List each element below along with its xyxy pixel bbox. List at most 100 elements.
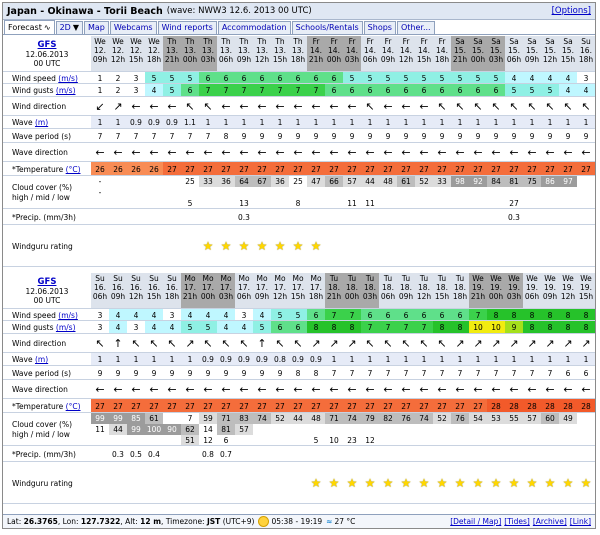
wave-period-cell: 7	[331, 368, 337, 378]
row-precip: *Precip. (mm/3h) 0.3 0.5 0.4 0.8 0.7	[3, 446, 595, 462]
arrow-icon: ↑	[257, 337, 267, 350]
cloud-cell: 90	[163, 413, 181, 446]
rating-cell	[505, 225, 523, 267]
arrow-icon: ↖	[203, 337, 213, 350]
hour: 15h	[578, 292, 594, 301]
temperature-cell: 27	[217, 399, 235, 413]
tab-map[interactable]: Map	[83, 21, 109, 34]
precip-cell	[289, 446, 307, 462]
wave-direction-arrow: ←	[145, 380, 163, 399]
row-separator	[3, 412, 595, 413]
day-date: 15.	[454, 46, 466, 55]
units-link[interactable]: (m/s)	[55, 86, 76, 95]
wind-speed-cell: 4	[559, 72, 577, 84]
tab-2d[interactable]: 2D ▼	[55, 21, 83, 34]
wave-direction-arrow: ←	[289, 143, 307, 162]
cloud-high-value: 59	[199, 413, 217, 424]
wave-period-cell: 8	[223, 131, 229, 141]
day-date: 18.	[364, 283, 376, 292]
hour: 18h	[164, 292, 180, 301]
day-name: Th	[239, 37, 249, 46]
tab-webcams[interactable]: Webcams	[109, 21, 157, 34]
model-link[interactable]: GFS	[37, 276, 57, 287]
wind-speed-cell: 6	[199, 72, 217, 84]
row-wave-dir: Wave direction ← ← ← ← ← ← ← ← ← ← ← ← ← ← ← ← ← ← ← ← ← ← ← ← ← ←…	[3, 380, 595, 399]
wave-cell: 0.8	[271, 353, 289, 366]
star-icon: ★	[490, 476, 502, 490]
day-date: 13.	[202, 46, 214, 55]
tab-shops[interactable]: Shops	[363, 21, 396, 34]
star-icon: ★	[364, 476, 376, 490]
wind-direction-arrow: ↖	[235, 334, 253, 353]
precip-cell	[163, 446, 181, 462]
wind-gust-cell: 6	[289, 321, 307, 334]
day-date: 19.	[490, 283, 502, 292]
row-cloud: Cloud cover (%) high / mid / low 99 11 99 44 8…	[3, 413, 595, 446]
cloud-mid-value: 44	[109, 424, 127, 435]
cloud-high-value: 61	[397, 176, 415, 187]
wind-direction-arrow: ←	[325, 97, 343, 116]
cloud-high-value	[127, 176, 145, 187]
cloud-high-value: 83	[235, 413, 253, 424]
precip-cell	[523, 209, 541, 225]
wave-period-cell: 9	[133, 368, 139, 378]
cloud-cell: 33	[199, 176, 217, 209]
units-link[interactable]: (m/s)	[58, 310, 78, 320]
row-separator	[3, 308, 595, 309]
tab-other[interactable]: Other...	[396, 21, 435, 34]
hour: 09h	[542, 292, 558, 301]
tab-accommodation[interactable]: Accommodation	[217, 21, 291, 34]
model-link[interactable]: GFS	[37, 39, 57, 50]
units-link[interactable]: (m)	[34, 118, 49, 127]
tab-forecast[interactable]: Forecast ∿	[4, 20, 55, 34]
arrow-icon: ↖	[527, 100, 537, 113]
tab-wind-reports[interactable]: Wind reports	[157, 21, 217, 34]
options-link[interactable]: [Options]	[551, 6, 591, 16]
cloud-mid-value	[577, 424, 595, 435]
wind-direction-arrow: ←	[163, 97, 181, 116]
cloud-cell: 61 100	[145, 413, 163, 446]
cloud-mid-value	[289, 424, 307, 435]
time-header: Mo 17. 18h	[307, 273, 325, 309]
wave-period-cell: 9	[259, 131, 265, 141]
tab-schools-rentals[interactable]: Schools/Rentals	[291, 21, 363, 34]
wind-direction-arrow: ↖	[199, 97, 217, 116]
permalink-link[interactable]: [Link]	[569, 517, 591, 526]
wave-period-cell: 9	[385, 131, 391, 141]
tides-link[interactable]: [Tides]	[504, 517, 530, 526]
units-link[interactable]: (m)	[34, 355, 49, 364]
wind-speed-cell: 5	[289, 309, 307, 321]
detail-map-link[interactable]: [Detail / Map]	[450, 517, 502, 526]
units-link[interactable]: (m/s)	[58, 73, 78, 83]
units-link[interactable]: (m/s)	[55, 323, 76, 332]
cloud-cell: 60	[541, 413, 559, 446]
hour: 18h	[308, 292, 324, 301]
label-text: Wind speed	[12, 310, 56, 320]
day-name: We	[580, 274, 592, 283]
units-link[interactable]: (°C)	[65, 164, 81, 174]
arrow-icon: ←	[131, 100, 141, 113]
row-wind-speed: Wind speed (m/s) 3 4 4 4 3 4 4 4 3 4 5 5 6 7 7 6 6 6 6 6 6 7 8 8…	[3, 309, 595, 321]
row-label: Wave (m)	[3, 116, 91, 129]
cloud-cell: 61	[397, 176, 415, 209]
hour: 09h	[236, 55, 252, 64]
arrow-icon: ↖	[239, 337, 249, 350]
temperature-cell: 27	[127, 399, 145, 413]
day-name: Mo	[220, 274, 232, 283]
arrow-icon: ↖	[473, 100, 483, 113]
wave-period-cell: 7	[493, 368, 499, 378]
day-date: 17.	[202, 283, 214, 292]
wind-direction-arrow: ↗	[451, 334, 469, 353]
hour: 03h	[200, 55, 216, 64]
row-separator	[3, 128, 595, 129]
archive-link[interactable]: [Archive]	[532, 517, 567, 526]
precip-cell	[163, 209, 181, 225]
units-link[interactable]: (°C)	[65, 401, 81, 411]
cloud-low-value: 23	[347, 436, 357, 445]
wind-direction-arrow: ↑	[253, 334, 271, 353]
label-text: Wind direction	[12, 339, 67, 348]
cloud-high-value: 99	[91, 413, 109, 424]
wind-speed-cell: 6	[217, 72, 235, 84]
rating-cell: ★	[469, 462, 487, 504]
row-label: Wind gusts (m/s)	[3, 321, 91, 334]
